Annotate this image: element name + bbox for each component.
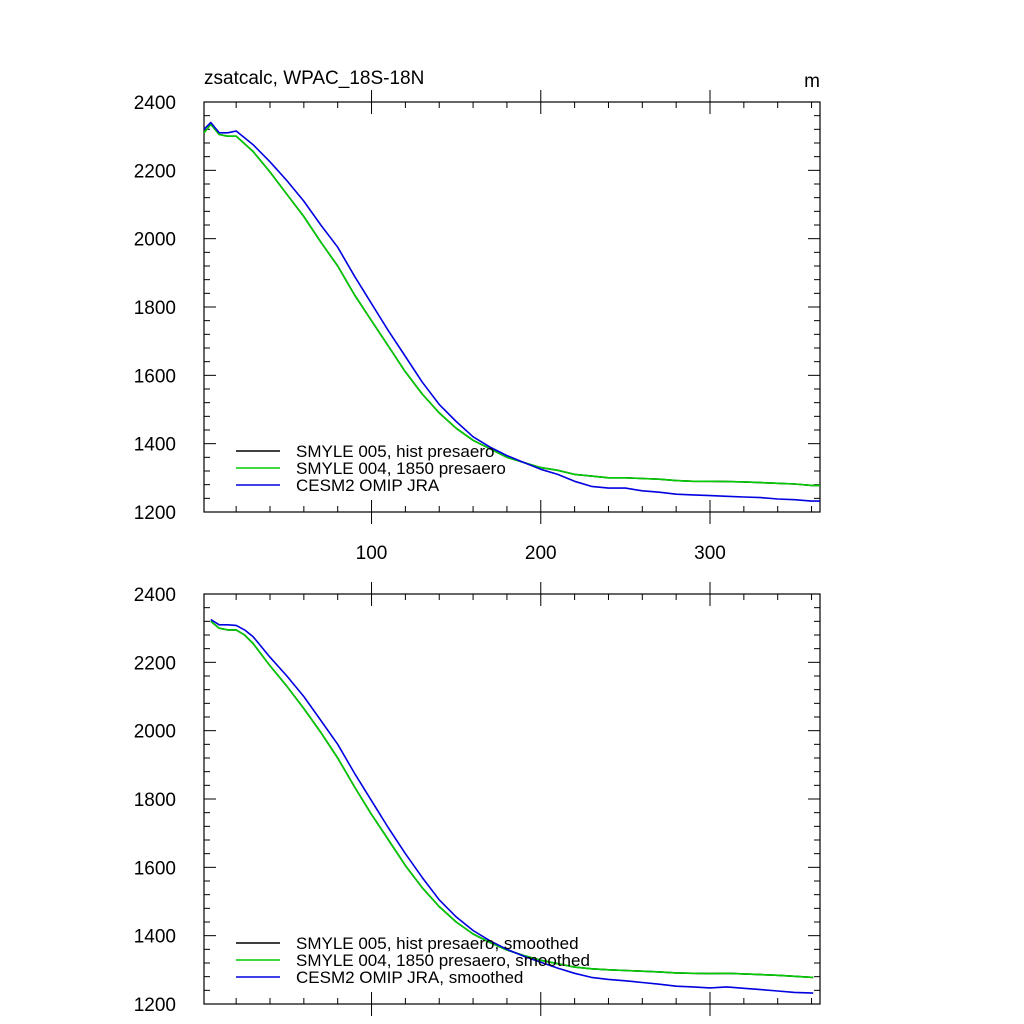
legend-label-2: SMYLE 004, 1850 presaero, smoothed: [296, 951, 590, 970]
legend-label-1: SMYLE 005, hist presaero: [296, 442, 494, 461]
y-tick-label: 1800: [134, 790, 176, 811]
x-tick-label: 100: [356, 543, 388, 564]
y-tick-label: 1600: [134, 366, 176, 387]
legend-label-2: SMYLE 004, 1850 presaero: [296, 459, 506, 478]
legend-label-3: CESM2 OMIP JRA, smoothed: [296, 968, 523, 987]
y-tick-label: 2000: [134, 230, 176, 251]
y-tick-label: 2200: [134, 653, 176, 674]
y-tick-label: 1800: [134, 298, 176, 319]
y-tick-label: 2200: [134, 161, 176, 182]
y-tick-label: 1400: [134, 927, 176, 948]
legend-label-1: SMYLE 005, hist presaero, smoothed: [296, 934, 579, 953]
x-tick-label: 200: [525, 543, 557, 564]
legend-label-3: CESM2 OMIP JRA: [296, 476, 440, 495]
y-tick-label: 2400: [134, 93, 176, 114]
series-line-2: [203, 123, 820, 487]
bottom-panel: 1200 1400 1600 1800 2000 2200 2400 SMYLE 005, h…: [134, 582, 821, 1016]
x-tick-label: 300: [694, 543, 726, 564]
y-tick-label: 1200: [134, 503, 176, 524]
series-line-2: [210, 620, 814, 979]
units-label: m: [804, 71, 820, 92]
top-panel: zsatcalc, WPAC_18S-18N m 1200 1400 1600 180…: [134, 68, 821, 564]
y-tick-label: 2000: [134, 722, 176, 743]
y-tick-label: 1200: [134, 995, 176, 1016]
y-tick-label: 1600: [134, 858, 176, 879]
series-line-3: [203, 121, 820, 502]
series-line-1: [203, 123, 820, 487]
chart-title: zsatcalc, WPAC_18S-18N: [204, 68, 424, 89]
y-tick-label: 2400: [134, 585, 176, 606]
series-line-3: [210, 618, 814, 994]
y-tick-label: 1400: [134, 435, 176, 456]
series-line-1: [210, 620, 814, 979]
